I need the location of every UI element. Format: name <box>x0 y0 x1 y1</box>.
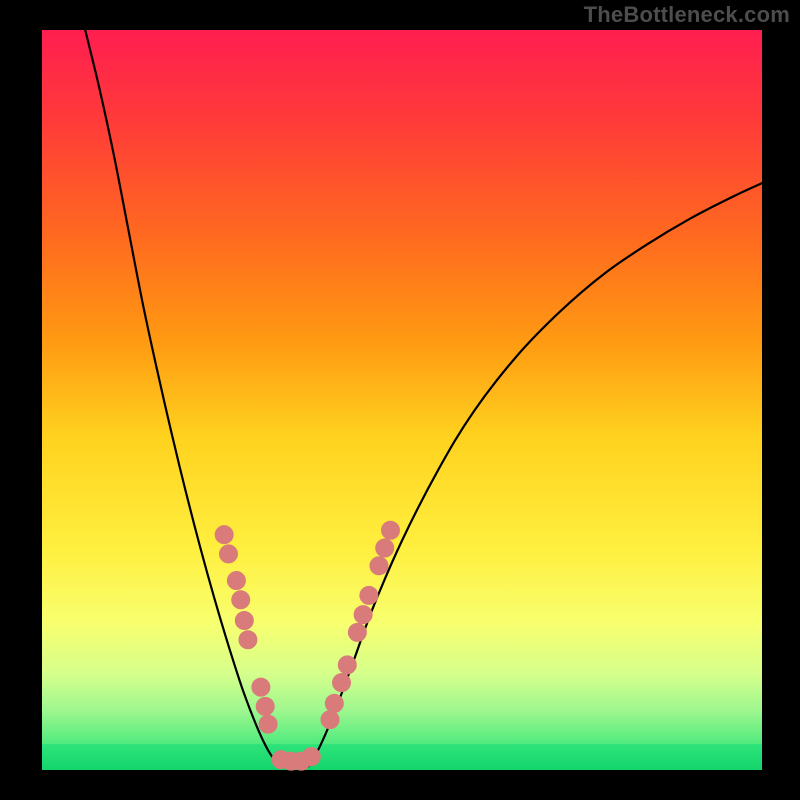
marker-point <box>338 656 356 674</box>
marker-point <box>360 586 378 604</box>
marker-point <box>256 697 274 715</box>
marker-point <box>259 715 277 733</box>
chart-svg <box>0 0 800 800</box>
marker-point <box>333 674 351 692</box>
marker-point <box>381 521 399 539</box>
marker-point <box>227 572 245 590</box>
marker-point <box>252 678 270 696</box>
marker-point <box>235 612 253 630</box>
marker-point <box>348 623 366 641</box>
plot-area <box>42 30 762 770</box>
marker-point <box>376 539 394 557</box>
marker-point <box>325 694 343 712</box>
plot-background <box>42 30 762 770</box>
marker-point <box>215 526 233 544</box>
marker-point <box>370 557 388 575</box>
figure-root: { "watermark": { "text": "TheBottleneck.… <box>0 0 800 800</box>
marker-point <box>232 591 250 609</box>
marker-point <box>354 606 372 624</box>
marker-point <box>219 545 237 563</box>
marker-point <box>239 631 257 649</box>
green-band <box>42 744 762 770</box>
marker-point <box>302 748 320 766</box>
marker-point <box>321 711 339 729</box>
